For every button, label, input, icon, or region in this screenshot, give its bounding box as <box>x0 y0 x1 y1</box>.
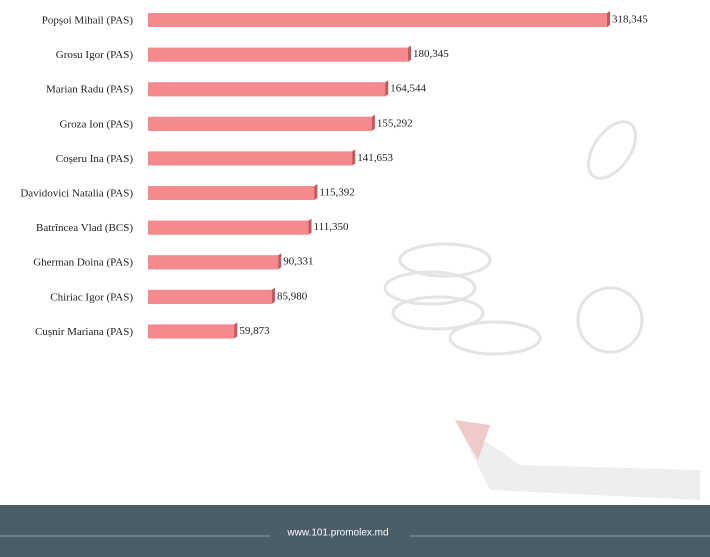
category-label: Groza Ion (PAS) <box>59 118 133 130</box>
bar <box>148 255 279 270</box>
category-label: Chiriac Igor (PAS) <box>50 291 133 303</box>
value-label: 318,345 <box>612 14 648 26</box>
category-label: Popșoi Mihail (PAS) <box>42 15 134 27</box>
category-label: Marian Radu (PAS) <box>46 84 133 96</box>
category-label: Davidovici Natalia (PAS) <box>20 188 133 200</box>
value-label: 59,873 <box>239 325 270 337</box>
category-label: Gherman Doina (PAS) <box>33 257 133 269</box>
category-label: Grosu Igor (PAS) <box>56 49 134 61</box>
background-decoration <box>383 120 700 500</box>
category-label: Batrîncea Vlad (BCS) <box>36 222 133 234</box>
bar <box>148 324 235 339</box>
bar <box>148 82 386 97</box>
value-label: 155,292 <box>377 117 413 129</box>
value-label: 111,350 <box>314 221 349 233</box>
value-label: 180,345 <box>413 48 449 60</box>
bar <box>148 151 353 166</box>
value-label: 85,980 <box>277 290 308 302</box>
footer-band <box>0 505 710 557</box>
footer-text: www.101.promolex.md <box>286 528 388 539</box>
value-label: 115,392 <box>319 187 354 199</box>
category-label: Coșeru Ina (PAS) <box>56 153 134 165</box>
bar <box>148 220 309 235</box>
bar <box>148 186 315 200</box>
bar <box>148 289 272 304</box>
bar <box>148 47 409 62</box>
value-label: 90,331 <box>283 256 313 268</box>
bar <box>148 13 607 27</box>
bar <box>148 116 372 131</box>
value-label: 141,653 <box>357 152 393 164</box>
value-label: 164,544 <box>390 83 426 95</box>
category-label: Cușnir Mariana (PAS) <box>35 326 133 338</box>
